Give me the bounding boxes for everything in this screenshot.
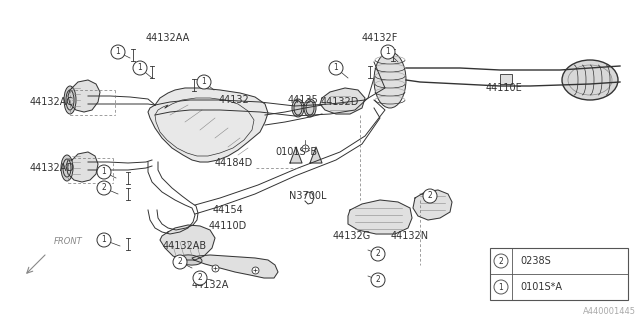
Text: 2: 2 xyxy=(376,276,380,284)
Circle shape xyxy=(97,181,111,195)
Text: 1: 1 xyxy=(102,167,106,177)
Bar xyxy=(490,248,628,300)
Ellipse shape xyxy=(61,155,73,181)
Text: 44132AD: 44132AD xyxy=(29,163,74,173)
Text: 0238S: 0238S xyxy=(520,256,551,266)
Polygon shape xyxy=(348,200,412,234)
Polygon shape xyxy=(290,147,302,163)
Text: 2: 2 xyxy=(178,258,182,267)
Text: 1: 1 xyxy=(333,63,339,73)
Text: 2: 2 xyxy=(102,183,106,193)
Text: 0101S*B: 0101S*B xyxy=(275,147,317,157)
Circle shape xyxy=(197,75,211,89)
Text: 1: 1 xyxy=(386,47,390,57)
Text: 44132G: 44132G xyxy=(333,231,371,241)
Circle shape xyxy=(97,233,111,247)
Polygon shape xyxy=(160,225,215,260)
Ellipse shape xyxy=(562,60,618,100)
Text: 44132F: 44132F xyxy=(362,33,398,43)
Circle shape xyxy=(381,45,395,59)
Text: 1: 1 xyxy=(499,283,504,292)
Circle shape xyxy=(423,189,437,203)
Polygon shape xyxy=(66,152,98,182)
Ellipse shape xyxy=(178,255,202,265)
Text: A440001445: A440001445 xyxy=(583,307,636,316)
Text: 1: 1 xyxy=(102,236,106,244)
Circle shape xyxy=(371,247,385,261)
Text: 44132D: 44132D xyxy=(321,97,359,107)
Polygon shape xyxy=(310,147,322,163)
Ellipse shape xyxy=(304,99,316,117)
Circle shape xyxy=(494,254,508,268)
Circle shape xyxy=(329,61,343,75)
Ellipse shape xyxy=(374,52,406,108)
Text: 44184D: 44184D xyxy=(215,158,253,168)
Text: 1: 1 xyxy=(116,47,120,57)
Text: 2: 2 xyxy=(499,257,504,266)
Text: 2: 2 xyxy=(376,250,380,259)
Text: 44132A: 44132A xyxy=(191,280,228,290)
Ellipse shape xyxy=(292,99,304,117)
Circle shape xyxy=(173,255,187,269)
Polygon shape xyxy=(320,88,365,114)
Text: 44110D: 44110D xyxy=(209,221,247,231)
Text: 44135: 44135 xyxy=(287,95,318,105)
Bar xyxy=(500,74,512,84)
Text: 2: 2 xyxy=(198,274,202,283)
Circle shape xyxy=(97,165,111,179)
Text: 44154: 44154 xyxy=(212,205,243,215)
Text: 44132AC: 44132AC xyxy=(30,97,74,107)
Circle shape xyxy=(193,271,207,285)
Text: FRONT: FRONT xyxy=(54,237,83,246)
Ellipse shape xyxy=(64,86,76,114)
Text: 1: 1 xyxy=(202,77,206,86)
Text: N3700L: N3700L xyxy=(289,191,327,201)
Circle shape xyxy=(371,273,385,287)
Polygon shape xyxy=(148,88,268,162)
Text: 44132N: 44132N xyxy=(391,231,429,241)
Circle shape xyxy=(111,45,125,59)
Text: 44132: 44132 xyxy=(219,95,250,105)
Text: 1: 1 xyxy=(138,63,142,73)
Polygon shape xyxy=(192,255,278,278)
Text: 44132AA: 44132AA xyxy=(146,33,190,43)
Polygon shape xyxy=(68,80,100,112)
Text: 0101S*A: 0101S*A xyxy=(520,282,562,292)
Text: 44110E: 44110E xyxy=(486,83,522,93)
Text: 2: 2 xyxy=(428,191,433,201)
Polygon shape xyxy=(413,190,452,220)
Text: 44132AB: 44132AB xyxy=(163,241,207,251)
Circle shape xyxy=(494,280,508,294)
Circle shape xyxy=(133,61,147,75)
